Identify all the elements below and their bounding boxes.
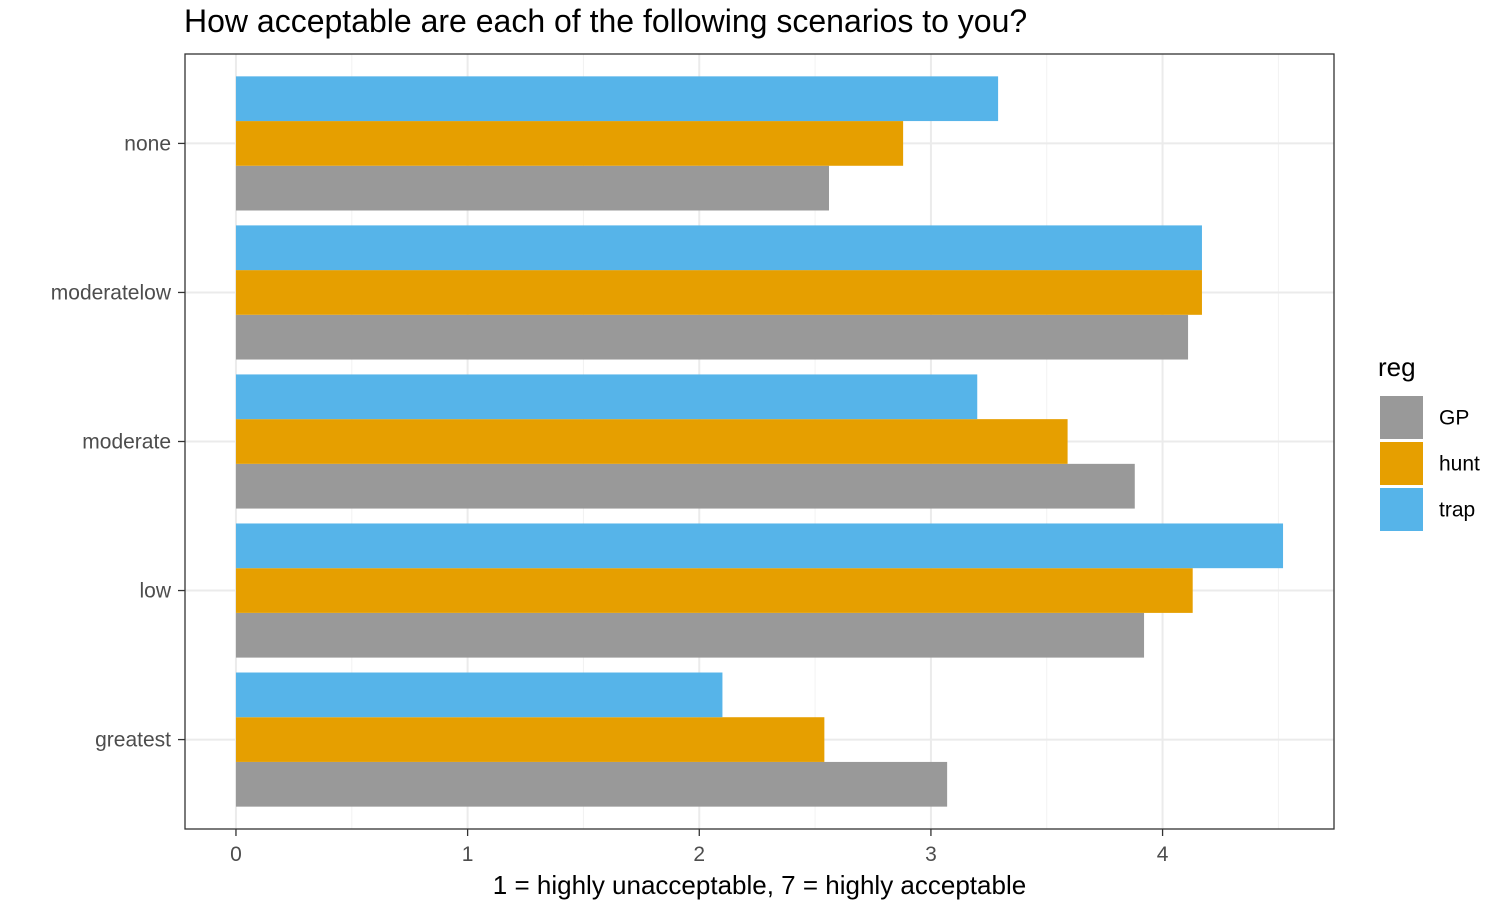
y-tick-label: none xyxy=(124,132,171,155)
x-axis-title: 1 = highly unacceptable, 7 = highly acce… xyxy=(493,870,1026,900)
bar-GP-moderate xyxy=(235,463,1135,509)
y-tick-label: greatest xyxy=(95,729,171,752)
bar-trap-moderate xyxy=(235,374,978,420)
bar-hunt-greatest xyxy=(235,717,825,762)
bar-hunt-low xyxy=(235,568,1193,613)
legend: reg GP hunt trap xyxy=(1378,352,1480,531)
legend-key-GP xyxy=(1380,396,1423,439)
bar-hunt-moderatelow xyxy=(235,270,1202,315)
chart-title: How acceptable are each of the following… xyxy=(184,3,1027,39)
x-tick-label: 1 xyxy=(462,843,474,866)
bar-GP-none xyxy=(235,165,829,211)
x-tick-label: 4 xyxy=(1157,843,1169,866)
bar-trap-moderatelow xyxy=(235,225,1202,271)
legend-key-trap xyxy=(1380,488,1423,531)
x-axis: 0 1 2 3 4 xyxy=(230,829,1169,866)
bars xyxy=(235,76,1284,807)
y-tick-label: moderatelow xyxy=(51,281,172,304)
legend-key-hunt xyxy=(1380,442,1423,485)
legend-title: reg xyxy=(1378,352,1416,382)
bar-GP-low xyxy=(235,612,1145,658)
bar-trap-greatest xyxy=(235,672,723,718)
x-tick-label: 3 xyxy=(925,843,937,866)
legend-label: trap xyxy=(1439,499,1475,522)
legend-label: GP xyxy=(1439,407,1469,430)
legend-label: hunt xyxy=(1439,453,1480,476)
bar-hunt-moderate xyxy=(235,419,1068,464)
y-axis: greatest low moderate moderatelow none xyxy=(51,132,185,752)
bar-trap-low xyxy=(235,523,1284,569)
bar-hunt-none xyxy=(235,121,904,166)
x-tick-label: 2 xyxy=(693,843,705,866)
bar-trap-none xyxy=(235,76,999,122)
y-tick-label: moderate xyxy=(82,431,171,454)
bar-GP-moderatelow xyxy=(235,314,1189,360)
bar-GP-greatest xyxy=(235,761,948,807)
x-tick-label: 0 xyxy=(230,843,242,866)
y-tick-label: low xyxy=(139,580,171,603)
